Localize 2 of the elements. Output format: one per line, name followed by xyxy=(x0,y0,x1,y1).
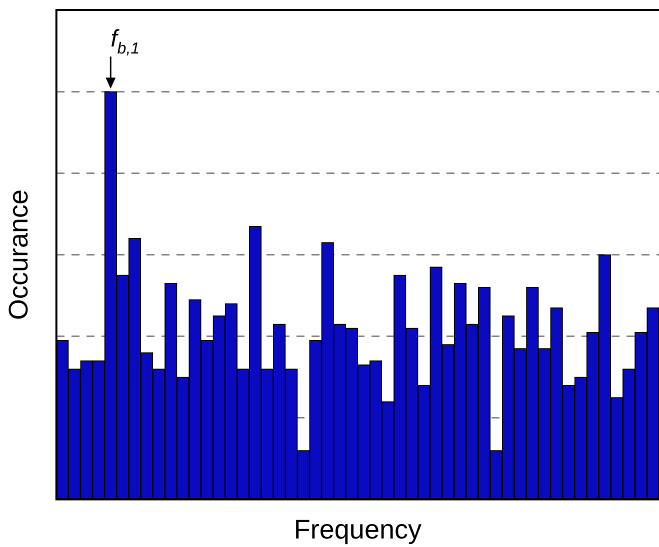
x-axis-title: Frequency xyxy=(294,514,422,544)
y-axis-title: Occurance xyxy=(4,189,34,320)
